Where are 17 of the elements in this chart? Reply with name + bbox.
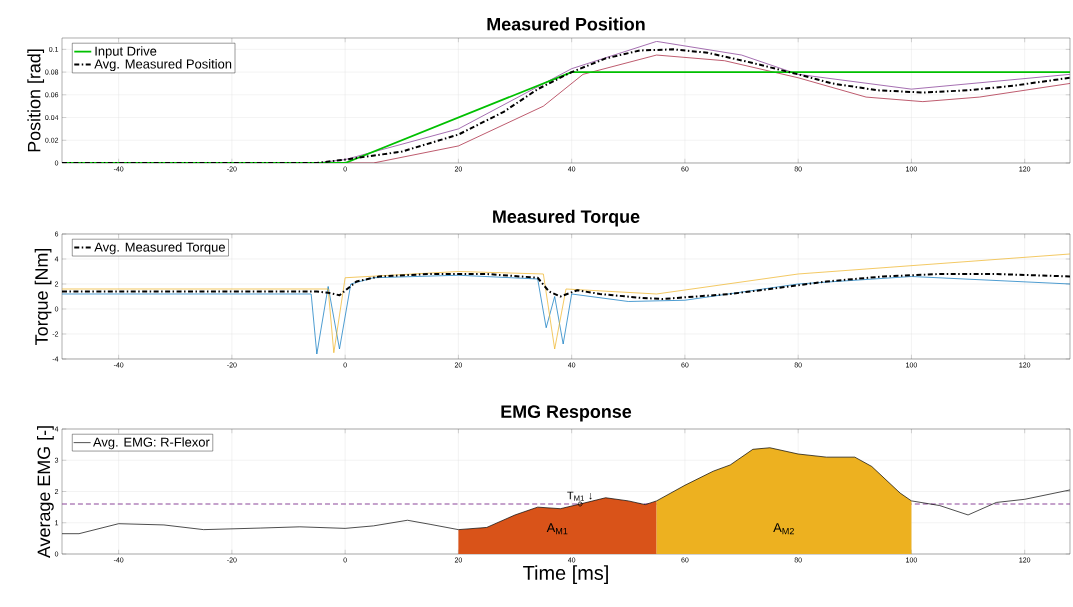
line-series bbox=[62, 272, 1070, 300]
y-axis-title: Average EMG [-] bbox=[37, 426, 54, 559]
legend-label: Input Drive bbox=[95, 46, 157, 59]
line-series bbox=[62, 253, 1070, 354]
legend-label: Avg. Measured Torque bbox=[94, 242, 225, 255]
annotation: A$_{M1}$ bbox=[546, 523, 568, 535]
annotation: A$_{M2}$ bbox=[773, 523, 794, 535]
legend-label: Avg. EMG: R-Flexor bbox=[93, 437, 210, 450]
legend-label: Avg. Measured Position bbox=[94, 59, 232, 72]
chart-title: Measured Position bbox=[487, 17, 645, 31]
chart-title: Measured Torque bbox=[493, 209, 640, 227]
chart-title: EMG Response bbox=[501, 405, 632, 422]
line-series bbox=[62, 274, 1070, 355]
x-axis-title: Time [ms] bbox=[523, 565, 608, 584]
y-axis-title: Position [rad] bbox=[27, 49, 45, 152]
y-axis-title: Torque [Nm] bbox=[34, 248, 52, 345]
annotation: T$_{M1}$ ↓ bbox=[567, 491, 592, 501]
